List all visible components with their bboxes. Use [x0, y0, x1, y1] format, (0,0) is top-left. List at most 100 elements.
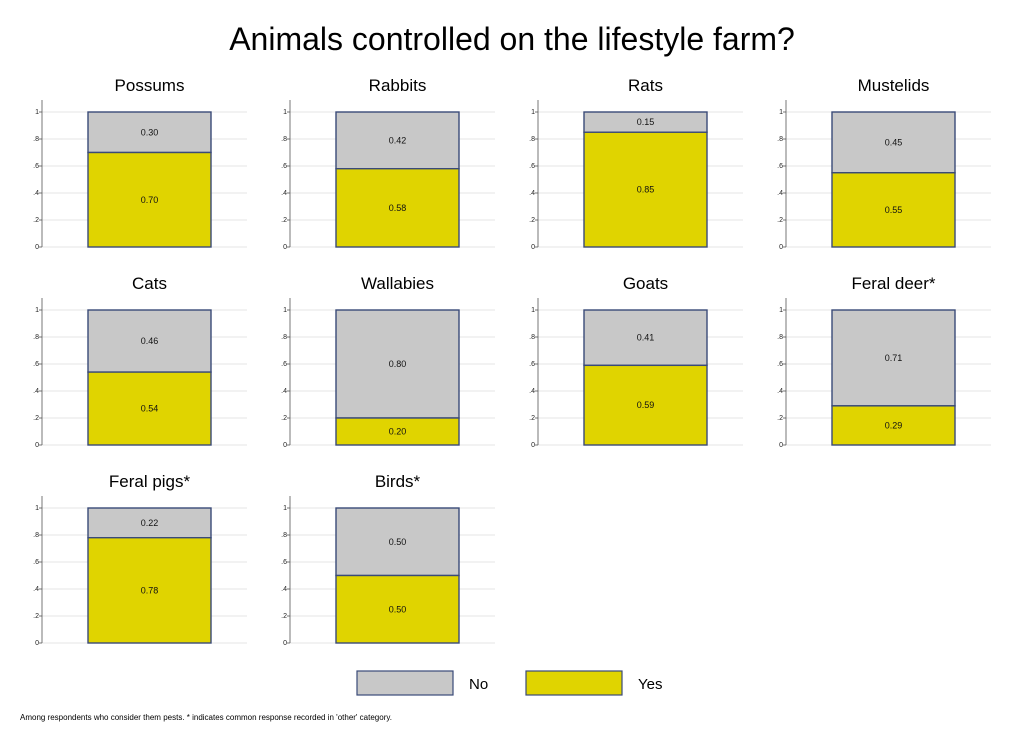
- y-tick-label: .6: [777, 361, 783, 368]
- y-tick-label: 1: [35, 505, 39, 512]
- panel-title: Possums: [115, 76, 185, 95]
- bar-no: [87, 111, 212, 154]
- data-label-yes: 0.20: [389, 427, 407, 437]
- y-tick-label: 0: [35, 244, 39, 251]
- y-tick-label: .4: [281, 190, 287, 197]
- data-label-yes: 0.59: [637, 400, 655, 410]
- y-tick-label: .2: [777, 415, 783, 422]
- y-tick-label: 1: [35, 307, 39, 314]
- y-tick-label: .2: [33, 217, 39, 224]
- bar-no: [335, 507, 460, 577]
- y-tick-label: 1: [35, 109, 39, 116]
- bar-no: [831, 309, 956, 407]
- data-label-no: 0.71: [885, 353, 903, 363]
- bar-yes: [831, 172, 956, 248]
- y-tick-label: .8: [33, 334, 39, 341]
- panel-cats: Cats 0 .2 .4 .6 .8 1 0.46 0.54: [33, 274, 247, 449]
- y-tick-label: .4: [33, 190, 39, 197]
- y-tick-label: .8: [33, 532, 39, 539]
- y-tick-label: .4: [529, 190, 535, 197]
- y-tick-label: .6: [281, 361, 287, 368]
- legend-swatch-yes: [525, 670, 623, 696]
- bar-yes: [583, 364, 708, 446]
- bar-yes: [335, 167, 460, 248]
- data-label-no: 0.42: [389, 135, 407, 145]
- bar-no: [87, 507, 212, 539]
- data-label-yes: 0.78: [141, 585, 159, 595]
- legend-label-no: No: [469, 676, 488, 693]
- bar-yes: [831, 405, 956, 446]
- y-tick-label: .8: [529, 334, 535, 341]
- panel-title: Rabbits: [369, 76, 427, 95]
- y-tick-label: 0: [283, 640, 287, 647]
- y-tick-label: .2: [33, 415, 39, 422]
- data-label-no: 0.50: [389, 537, 407, 547]
- y-tick-label: .8: [777, 334, 783, 341]
- panels: Possums 0 .2 .4 .6 .8 1 0.30 0.70 Rabbits 0 .2 .4 .6.…: [33, 76, 991, 647]
- data-label-no: 0.41: [637, 333, 655, 343]
- y-tick-label: .8: [33, 136, 39, 143]
- data-label-yes: 0.55: [885, 205, 903, 215]
- y-tick-label: .8: [529, 136, 535, 143]
- data-label-yes: 0.58: [389, 203, 407, 213]
- y-tick-label: .4: [529, 388, 535, 395]
- bar-no: [831, 111, 956, 174]
- y-tick-label: .6: [529, 163, 535, 170]
- y-tick-label: 1: [283, 307, 287, 314]
- y-tick-label: .2: [281, 217, 287, 224]
- data-label-no: 0.22: [141, 518, 159, 528]
- y-tick-label: .6: [281, 163, 287, 170]
- bar-yes: [335, 417, 460, 446]
- panel-title: Goats: [623, 274, 668, 293]
- panel-goats: Goats 0 .2 .4 .6 .8 1 0.41 0.59: [529, 274, 743, 449]
- bar-yes: [335, 574, 460, 644]
- panel-title: Feral deer*: [851, 274, 935, 293]
- legend-label-yes: Yes: [638, 676, 662, 693]
- panel-mustelids: Mustelids 0 .2 .4 .6 .8 1 0.45 0.55: [777, 76, 991, 251]
- y-tick-label: .8: [281, 136, 287, 143]
- legend-swatch-no: [356, 670, 454, 696]
- panel-title: Wallabies: [361, 274, 434, 293]
- y-tick-label: .8: [281, 334, 287, 341]
- y-tick-label: 1: [531, 307, 535, 314]
- y-tick-label: 1: [779, 109, 783, 116]
- y-tick-label: 0: [779, 442, 783, 449]
- panel-title: Rats: [628, 76, 663, 95]
- y-tick-label: 1: [283, 109, 287, 116]
- y-tick-label: .6: [777, 163, 783, 170]
- data-label-no: 0.30: [141, 127, 159, 137]
- y-tick-label: .6: [281, 559, 287, 566]
- data-label-yes: 0.29: [885, 420, 903, 430]
- y-tick-label: .2: [529, 415, 535, 422]
- data-label-yes: 0.54: [141, 404, 159, 414]
- y-tick-label: .2: [281, 415, 287, 422]
- y-tick-label: .4: [281, 586, 287, 593]
- data-label-yes: 0.50: [389, 604, 407, 614]
- bar-yes: [87, 371, 212, 446]
- panel-title: Mustelids: [858, 76, 930, 95]
- data-label-no: 0.46: [141, 336, 159, 346]
- y-tick-label: .2: [529, 217, 535, 224]
- bar-yes: [87, 151, 212, 248]
- bar-no: [335, 309, 460, 419]
- y-tick-label: .6: [33, 361, 39, 368]
- y-tick-label: .8: [777, 136, 783, 143]
- y-tick-label: 0: [779, 244, 783, 251]
- panel-rats: Rats 0 .2 .4 .6 .8 1 0.15 0.85: [529, 76, 743, 251]
- panel-feral-deer: Feral deer* 0 .2 .4 .6 .8 1 0.71 0.29: [777, 274, 991, 449]
- panel-rabbits: Rabbits 0 .2 .4 .6 .8 1 0.42 0.58: [281, 76, 495, 251]
- y-tick-label: .6: [33, 163, 39, 170]
- bar-yes: [87, 537, 212, 644]
- panel-title: Birds*: [375, 472, 421, 491]
- y-tick-label: .6: [33, 559, 39, 566]
- chart-title: Animals controlled on the lifestyle farm…: [229, 21, 795, 57]
- panel-birds: Birds* 0 .2 .4 .6 .8 1 0.50 0.50: [281, 472, 495, 647]
- data-label-yes: 0.85: [637, 185, 655, 195]
- data-label-no: 0.45: [885, 137, 903, 147]
- y-tick-label: .4: [777, 190, 783, 197]
- y-tick-label: 0: [35, 442, 39, 449]
- panel-title: Feral pigs*: [109, 472, 191, 491]
- y-tick-label: .4: [33, 388, 39, 395]
- panel-feral-pigs: Feral pigs* 0 .2 .4 .6 .8 1 0.22 0.78: [33, 472, 247, 647]
